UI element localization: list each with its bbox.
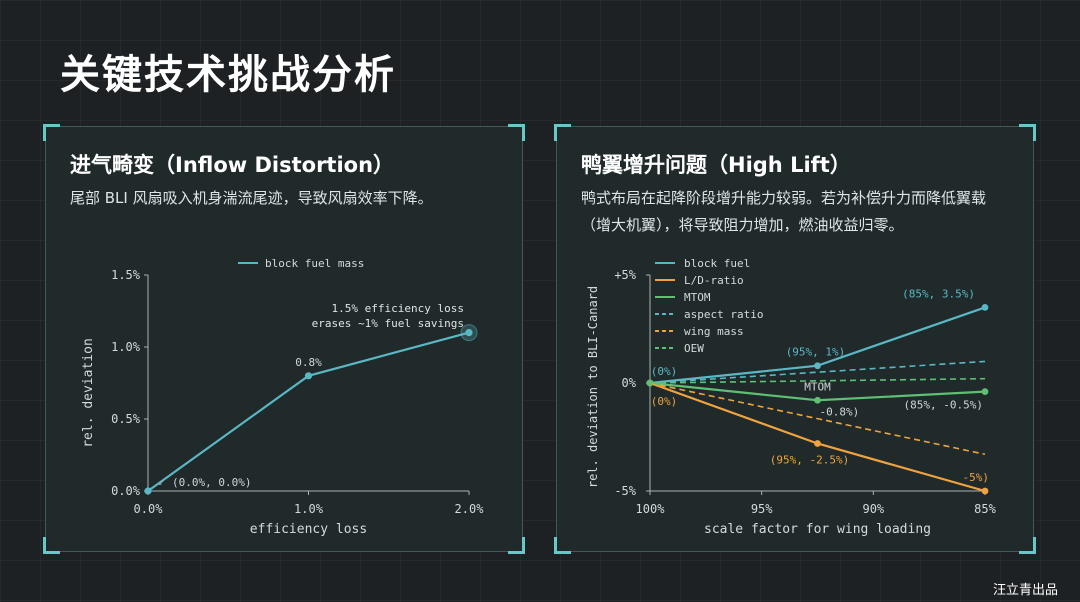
annotation-label: (95%, 1%) bbox=[786, 346, 846, 359]
annotation-callout: erases ~1% fuel savings bbox=[312, 317, 464, 330]
legend-label: block fuel mass bbox=[265, 257, 364, 270]
annotation-origin: (0.0%, 0.0%) bbox=[172, 476, 251, 489]
card-description: 尾部 BLI 风扇吸入机身湍流尾迹，导致风扇效率下降。 bbox=[70, 189, 433, 207]
x-tick-label: 95% bbox=[751, 502, 773, 516]
y-tick-label: 0.5% bbox=[111, 412, 141, 426]
card-inflow-distortion: 进气畸变（Inflow Distortion） 尾部 BLI 风扇吸入机身湍流尾… bbox=[43, 124, 525, 554]
series-line-wing-mass bbox=[649, 382, 986, 456]
y-tick-label: +5% bbox=[614, 268, 636, 282]
annotation-label: -5%) bbox=[963, 471, 990, 484]
x-tick-label: 85% bbox=[974, 502, 996, 516]
data-point bbox=[981, 388, 989, 396]
data-point bbox=[304, 372, 313, 380]
legend-label: aspect ratio bbox=[684, 308, 763, 321]
annotation-label: (0%) bbox=[651, 365, 678, 378]
data-point bbox=[814, 362, 821, 370]
annotation-label: (85%, -0.5%) bbox=[904, 399, 983, 412]
card-high-lift: 鸭翼增升问题（High Lift） 鸭式布局在起降阶段增升能力较弱。若为补偿升力… bbox=[554, 124, 1036, 554]
data-point bbox=[981, 304, 989, 311]
y-tick-label: -5% bbox=[614, 484, 636, 498]
wing-loading-chart: +5% 0% -5%100% 95% 90% 85% scale factor for wi… bbox=[586, 257, 997, 537]
x-tick-label: 0.0% bbox=[134, 502, 164, 516]
x-axis-label: scale factor for wing loading bbox=[704, 522, 931, 537]
corner-bracket bbox=[554, 537, 571, 554]
legend-label: L/D-ratio bbox=[684, 274, 744, 287]
series-line-oew bbox=[649, 377, 986, 384]
data-point bbox=[814, 396, 821, 404]
card-title: 鸭翼增升问题（High Lift） bbox=[581, 153, 851, 177]
x-tick-label: 100% bbox=[636, 502, 666, 516]
card-title: 进气畸变（Inflow Distortion） bbox=[70, 153, 395, 177]
annotation-label: (0%) bbox=[651, 395, 678, 408]
annotation-arrow-icon: ↙ bbox=[158, 475, 165, 488]
corner-bracket bbox=[508, 537, 525, 554]
x-tick-label: 90% bbox=[862, 502, 884, 516]
card-description: 鸭式布局在起降阶段增升能力较弱。若为补偿升力而降低翼载（增大机翼），将导致阻力增… bbox=[581, 189, 987, 234]
page-title: 关键技术挑战分析 bbox=[60, 52, 396, 98]
efficiency-loss-chart: 0.0% 0.5% 1.0% 1.5% 0.0% 1.0% 2.0% efficiency l… bbox=[81, 257, 485, 537]
annotation-label: -0.8%) bbox=[820, 405, 860, 418]
corner-bracket bbox=[508, 124, 525, 141]
x-tick-label: 1.0% bbox=[294, 502, 324, 516]
y-tick-label: 0% bbox=[622, 376, 637, 390]
annotation-label: (85%, 3.5%) bbox=[902, 287, 975, 300]
annotation-label: MTOM bbox=[804, 380, 831, 393]
legend-label: OEW bbox=[684, 342, 704, 355]
y-tick-label: 1.5% bbox=[111, 268, 141, 282]
x-axis-label: efficiency loss bbox=[250, 522, 367, 537]
highlight-marker bbox=[460, 324, 478, 342]
data-point bbox=[981, 487, 989, 495]
annotation-callout: 1.5% efficiency loss bbox=[332, 302, 464, 315]
x-tick-label: 2.0% bbox=[455, 502, 485, 516]
corner-bracket bbox=[1019, 124, 1036, 141]
y-axis-label: rel. deviation bbox=[81, 338, 96, 448]
y-tick-label: 0.0% bbox=[111, 484, 141, 498]
y-tick-label: 1.0% bbox=[111, 340, 141, 354]
y-axis-label: rel. deviation to BLI-Canard bbox=[586, 286, 600, 488]
corner-bracket bbox=[43, 537, 60, 554]
legend-label: block fuel bbox=[684, 257, 750, 270]
corner-bracket bbox=[43, 124, 60, 141]
data-point bbox=[465, 329, 473, 337]
annotation-0-8: 0.8% bbox=[295, 356, 322, 369]
legend-label: wing mass bbox=[684, 325, 744, 338]
footer-brand: 汪立青出品 bbox=[992, 583, 1058, 598]
data-point bbox=[814, 440, 821, 447]
corner-bracket bbox=[554, 124, 571, 141]
annotation-label: (95%, -2.5%) bbox=[770, 453, 849, 466]
corner-bracket bbox=[1019, 537, 1036, 554]
legend-label: MTOM bbox=[684, 291, 711, 304]
data-point bbox=[144, 487, 152, 495]
series-line-aspect-ratio bbox=[649, 360, 986, 384]
